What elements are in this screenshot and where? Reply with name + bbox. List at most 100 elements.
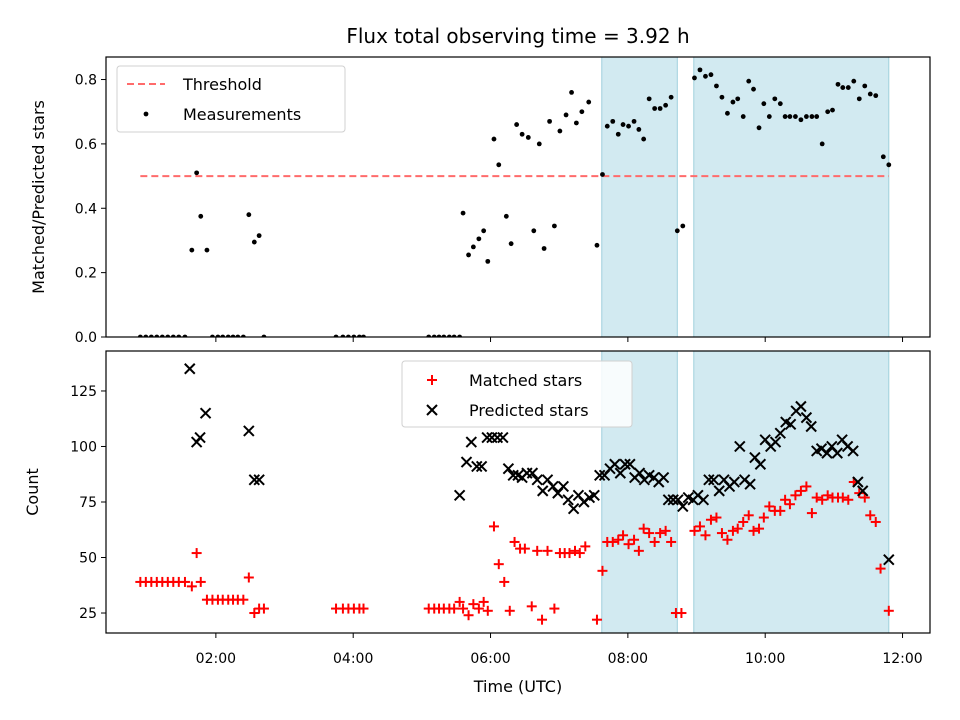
data-point: [711, 512, 722, 523]
data-point: [694, 521, 705, 532]
data-point: [591, 614, 602, 625]
observing-band-0: [601, 56, 678, 338]
data-point: [674, 228, 680, 234]
data-point: [809, 114, 815, 119]
data-point: [531, 474, 543, 486]
legend-matched-label: Matched stars: [469, 371, 582, 390]
data-point-b: [667, 494, 679, 506]
data-point: [793, 114, 798, 119]
data-point: [744, 478, 756, 490]
data-point-b: [547, 480, 559, 493]
data-point: [668, 94, 674, 100]
data-point: [660, 525, 671, 536]
data-point-b: [856, 485, 869, 497]
data-point: [243, 572, 254, 583]
data-point: [573, 120, 579, 126]
legend-threshold-label: Threshold: [182, 75, 262, 94]
data-point: [258, 603, 269, 614]
data-point: [476, 236, 482, 242]
data-point: [519, 543, 530, 554]
data-point: [782, 114, 788, 119]
data-point: [626, 123, 631, 129]
data-point: [557, 128, 563, 134]
data-point: [672, 494, 684, 506]
data-point: [502, 462, 515, 475]
data-point-b: [453, 489, 466, 502]
x-tick-label: 08:00: [608, 651, 648, 667]
legend-predicted-swatch-b: [426, 404, 438, 416]
data-point: [246, 212, 252, 218]
x-tick-label: 02:00: [196, 651, 236, 667]
data-point: [449, 603, 460, 614]
data-point: [179, 576, 190, 587]
x-tick-label: 12:00: [882, 651, 922, 667]
data-point: [191, 548, 202, 559]
data-point: [549, 603, 560, 614]
data-point: [482, 605, 493, 616]
data-point: [604, 123, 610, 129]
data-point: [790, 490, 801, 501]
data-point-b: [253, 474, 265, 486]
data-point-b: [588, 489, 600, 502]
data-point: [636, 127, 642, 132]
data-point: [754, 523, 765, 534]
data-point: [194, 431, 206, 444]
y-tick-label: 100: [70, 439, 97, 455]
data-point-b: [567, 502, 580, 515]
x-tick-label: 10:00: [745, 651, 785, 667]
data-point: [243, 425, 255, 437]
data-point: [735, 96, 741, 102]
legend-measurement-label: Measurements: [183, 105, 301, 124]
data-point: [358, 603, 369, 614]
data-point: [473, 603, 484, 614]
data-point: [716, 528, 727, 539]
data-point: [579, 109, 585, 115]
data-point: [657, 106, 663, 111]
data-point: [468, 599, 479, 610]
data-point: [883, 605, 894, 616]
data-point-b: [744, 478, 756, 490]
data-point: [638, 523, 649, 534]
chart-title: Flux total observing time = 3.92 h: [346, 24, 689, 48]
data-point: [194, 170, 200, 176]
data-point: [883, 554, 895, 566]
data-point: [629, 534, 640, 545]
data-point-b: [677, 500, 689, 513]
data-point: [662, 494, 675, 506]
data-point: [475, 460, 488, 473]
data-point: [805, 420, 817, 433]
data-point: [551, 223, 557, 229]
ratio-panel: 0.0 0.2 0.4 0.6 0.8 Matched/Predicted stars Th…: [29, 56, 931, 346]
data-point: [680, 223, 686, 229]
data-point: [525, 135, 531, 140]
data-point: [708, 72, 714, 78]
data-point: [253, 474, 265, 486]
data-point: [743, 510, 754, 521]
data-point: [655, 528, 666, 539]
data-point-b: [248, 474, 261, 486]
data-point-b: [199, 407, 212, 419]
data-point: [195, 576, 206, 587]
data-point-b: [507, 469, 519, 482]
data-point: [186, 581, 197, 592]
legend-matched-swatch: [427, 375, 437, 385]
data-point: [199, 407, 212, 419]
data-point: [758, 512, 769, 523]
data-point: [488, 521, 499, 532]
data-point-b: [713, 485, 725, 497]
data-point-b: [707, 474, 720, 486]
data-point: [719, 94, 725, 100]
y-tick-label: 0.0: [75, 330, 97, 346]
data-point: [499, 576, 510, 587]
data-point: [509, 536, 520, 547]
data-point-b: [780, 416, 792, 428]
data-point: [769, 436, 782, 448]
data-point: [780, 494, 791, 505]
data-point: [795, 485, 806, 496]
data-point: [870, 516, 881, 527]
data-point: [837, 492, 848, 503]
data-point: [633, 545, 644, 556]
data-point-b: [728, 476, 741, 488]
data-point: [600, 172, 605, 177]
